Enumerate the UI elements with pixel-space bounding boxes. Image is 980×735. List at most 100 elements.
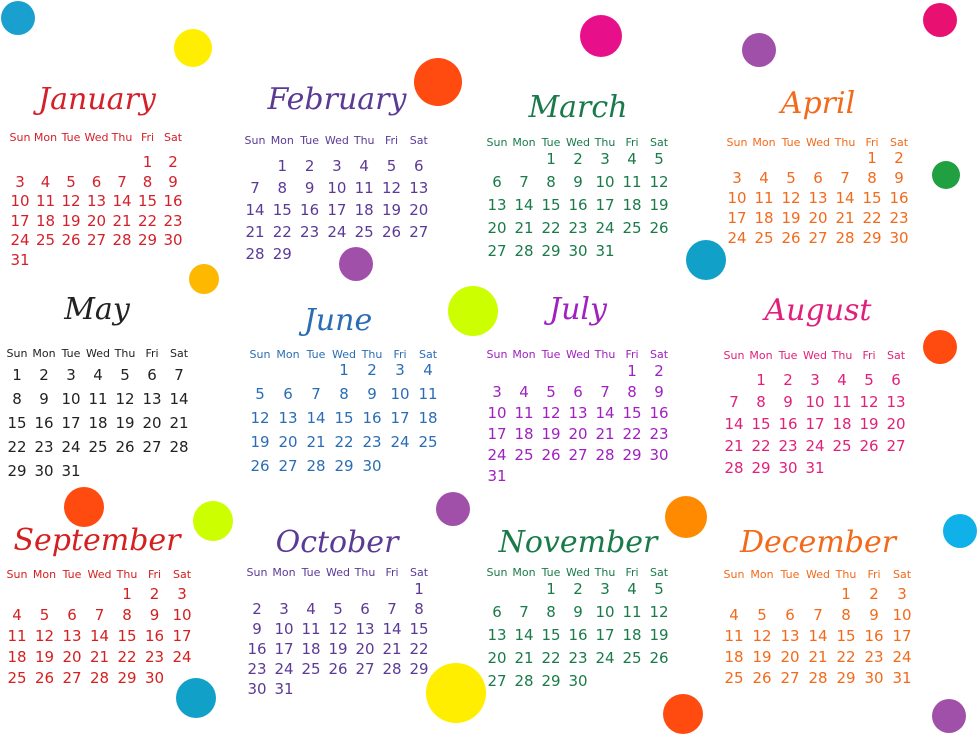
- decorative-dot: [663, 694, 703, 734]
- day-cell: 5: [654, 580, 664, 598]
- day-cell: 7: [813, 606, 823, 624]
- decorative-dot: [64, 487, 104, 527]
- day-cell: 12: [61, 192, 81, 210]
- month-title: November: [498, 525, 658, 560]
- weekday-label: Tue: [61, 131, 81, 144]
- day-cell: 14: [724, 415, 744, 433]
- day-cell: 16: [568, 196, 588, 214]
- day-cell: 19: [752, 648, 772, 666]
- day-cell: 23: [163, 211, 183, 230]
- day-cell: 9: [304, 179, 315, 197]
- day-cell: 28: [835, 229, 855, 247]
- day-cell: 5: [66, 172, 76, 191]
- weekday-label: Thu: [116, 568, 138, 581]
- weekday-label: Sun: [726, 136, 748, 149]
- day-cell: 21: [835, 209, 855, 227]
- day-cell: 27: [278, 457, 298, 475]
- day-cell: 18: [88, 414, 108, 432]
- weekday-label: Wed: [566, 136, 590, 149]
- day-cell: 1: [414, 580, 424, 598]
- day-cell: 2: [654, 362, 664, 380]
- day-cell: 17: [805, 415, 825, 433]
- day-cell: 17: [327, 201, 347, 219]
- day-cell: 9: [783, 393, 793, 411]
- day-cell: 10: [327, 179, 347, 197]
- day-cell: 17: [595, 626, 615, 644]
- weekday-label: Fri: [625, 566, 639, 579]
- day-cell: 8: [627, 383, 637, 401]
- day-cell: 21: [245, 223, 265, 241]
- day-cell: 21: [808, 648, 828, 666]
- weekday-label: Sun: [9, 131, 31, 144]
- weekday-label: Sat: [886, 349, 906, 362]
- weekday-label: Tue: [61, 347, 81, 360]
- day-cell: 4: [306, 600, 316, 618]
- day-cell: 3: [810, 371, 820, 389]
- day-cell: 20: [568, 425, 588, 443]
- month-title: September: [13, 523, 181, 558]
- weekday-label: Sat: [169, 347, 189, 360]
- day-cell: 5: [39, 606, 50, 624]
- day-cell: 7: [840, 169, 850, 187]
- day-cell: 2: [573, 580, 583, 598]
- day-cell: 28: [306, 457, 326, 475]
- weekday-label: Wed: [86, 347, 110, 360]
- day-cell: 27: [487, 242, 507, 260]
- day-cell: 28: [514, 672, 534, 690]
- day-cell: 13: [487, 626, 507, 644]
- day-cell: 4: [837, 371, 847, 389]
- day-cell: 24: [172, 648, 192, 666]
- day-cell: 27: [62, 669, 82, 687]
- day-cell: 7: [519, 173, 529, 191]
- day-cell: 31: [487, 467, 507, 485]
- day-cell: 28: [724, 459, 744, 477]
- day-cell: 16: [34, 414, 54, 432]
- month-title: October: [275, 525, 399, 560]
- day-cell: 29: [117, 669, 137, 687]
- decorative-dot: [426, 663, 486, 723]
- day-cell: 27: [409, 223, 429, 241]
- day-cell: 18: [354, 201, 374, 219]
- day-cell: 22: [7, 438, 27, 456]
- day-cell: 30: [864, 669, 884, 687]
- day-cell: 14: [514, 626, 534, 644]
- day-cell: 20: [142, 414, 162, 432]
- day-cell: 23: [144, 648, 165, 666]
- day-cell: 2: [573, 150, 583, 168]
- day-cell: 22: [409, 640, 429, 658]
- weekday-label: Fri: [393, 348, 407, 361]
- day-cell: 8: [414, 600, 424, 618]
- day-cell: 4: [12, 606, 22, 624]
- day-cell: 11: [354, 179, 374, 197]
- weekday-label: Wed: [332, 348, 356, 361]
- weekday-label: Thu: [594, 136, 616, 149]
- day-cell: 18: [832, 415, 852, 433]
- day-cell: 16: [163, 192, 183, 210]
- decorative-dot: [665, 496, 707, 538]
- day-cell: 14: [306, 409, 326, 427]
- day-cell: 26: [61, 231, 81, 249]
- day-cell: 3: [66, 366, 76, 384]
- day-cell: 21: [382, 640, 402, 658]
- decorative-dot: [932, 699, 966, 733]
- weekday-label: Wed: [806, 568, 830, 581]
- decorative-dot: [580, 15, 622, 57]
- day-cell: 22: [862, 209, 882, 227]
- month-title: July: [549, 292, 607, 327]
- day-cell: 4: [627, 580, 637, 598]
- day-cell: 29: [541, 672, 561, 690]
- day-cell: 13: [62, 627, 82, 645]
- day-cell: 15: [117, 627, 137, 645]
- day-cell: 30: [362, 457, 382, 475]
- day-cell: 8: [756, 393, 766, 411]
- day-cell: 31: [274, 680, 294, 698]
- day-cell: 5: [546, 383, 556, 401]
- weekday-label: Sun: [486, 348, 508, 361]
- day-cell: 9: [894, 169, 904, 187]
- day-cell: 10: [10, 192, 30, 210]
- day-cell: 29: [272, 245, 292, 263]
- day-cell: 18: [514, 425, 534, 443]
- day-cell: 11: [35, 192, 56, 210]
- day-cell: 23: [568, 649, 588, 667]
- day-cell: 30: [889, 229, 909, 247]
